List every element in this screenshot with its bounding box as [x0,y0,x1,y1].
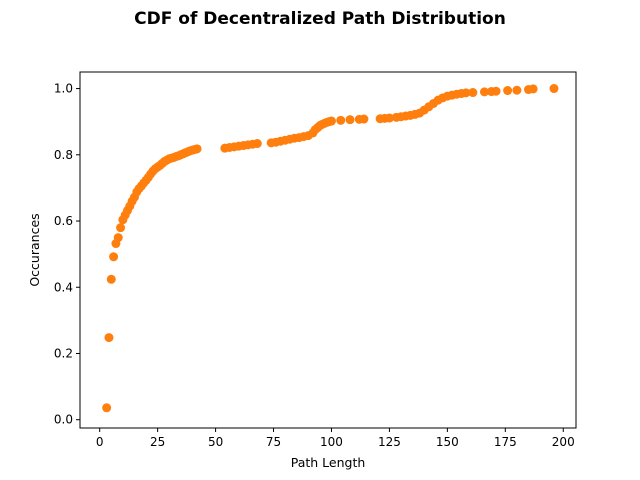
data-point [106,274,116,284]
x-tick-label: 150 [436,435,459,449]
data-point [479,87,489,97]
x-axis: 0 25 50 75 100 125 150 175 200 [96,428,575,449]
x-tick-label: 100 [320,435,343,449]
x-axis-label: Path Length [291,455,366,470]
data-point [549,84,559,94]
x-tick-label: 175 [494,435,517,449]
data-point [461,88,471,98]
data-point [345,115,355,125]
x-tick-label: 200 [552,435,575,449]
data-point [326,116,336,126]
y-tick-label: 0.4 [54,280,73,294]
data-point [528,84,538,94]
data-points [102,84,559,413]
data-point [252,139,262,149]
x-tick-label: 50 [208,435,223,449]
y-tick-label: 0.0 [54,413,73,427]
y-tick-label: 0.8 [54,148,73,162]
data-point [503,86,513,96]
y-axis: 0.0 0.2 0.4 0.6 0.8 1.0 [54,82,80,427]
x-tick-label: 25 [150,435,165,449]
data-point [109,252,119,262]
x-tick-label: 0 [96,435,104,449]
y-tick-label: 1.0 [54,82,73,96]
x-tick-label: 75 [266,435,281,449]
x-tick-label: 125 [378,435,401,449]
data-point [359,114,369,124]
y-tick-label: 0.2 [54,346,73,360]
chart-title: CDF of Decentralized Path Distribution [134,9,506,29]
y-axis-label: Occurances [27,213,42,286]
data-point [512,85,522,95]
data-point [336,115,346,125]
data-point [192,144,202,154]
data-point [116,223,126,233]
data-point [491,86,501,96]
data-point [104,333,114,343]
plot-area [79,71,577,429]
data-point [468,88,478,98]
y-tick-label: 0.6 [54,214,73,228]
data-point [384,113,394,123]
data-point [102,403,112,413]
data-point [113,233,123,243]
